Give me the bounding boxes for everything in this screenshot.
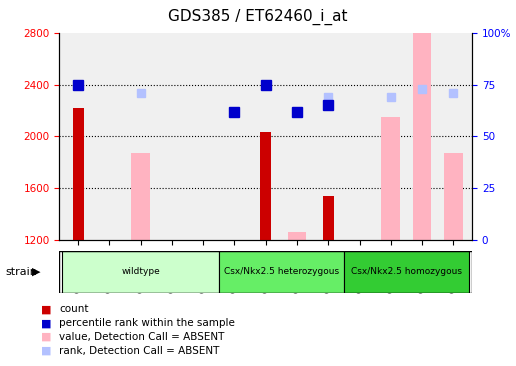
Text: Csx/Nkx2.5 heterozygous: Csx/Nkx2.5 heterozygous [224, 267, 339, 276]
Text: GDS385 / ET62460_i_at: GDS385 / ET62460_i_at [168, 9, 348, 25]
Bar [219, 251, 344, 293]
Bar [287, 232, 307, 240]
Text: value, Detection Call = ABSENT: value, Detection Call = ABSENT [59, 332, 224, 342]
Text: ■: ■ [41, 318, 52, 328]
Bar [131, 153, 150, 240]
Bar [73, 108, 84, 240]
Bar [413, 33, 431, 240]
Text: percentile rank within the sample: percentile rank within the sample [59, 318, 235, 328]
Bar [381, 117, 400, 240]
Bar [323, 196, 334, 240]
Bar [444, 153, 463, 240]
Bar [62, 251, 219, 293]
Text: count: count [59, 304, 89, 314]
Bar [344, 251, 469, 293]
Text: ▶: ▶ [32, 267, 40, 277]
Text: wildtype: wildtype [121, 267, 160, 276]
Text: ■: ■ [41, 332, 52, 342]
Text: strain: strain [5, 267, 37, 277]
Text: ■: ■ [41, 304, 52, 314]
Text: Csx/Nkx2.5 homozygous: Csx/Nkx2.5 homozygous [351, 267, 462, 276]
Text: ■: ■ [41, 346, 52, 356]
Bar [260, 132, 271, 240]
Text: rank, Detection Call = ABSENT: rank, Detection Call = ABSENT [59, 346, 220, 356]
